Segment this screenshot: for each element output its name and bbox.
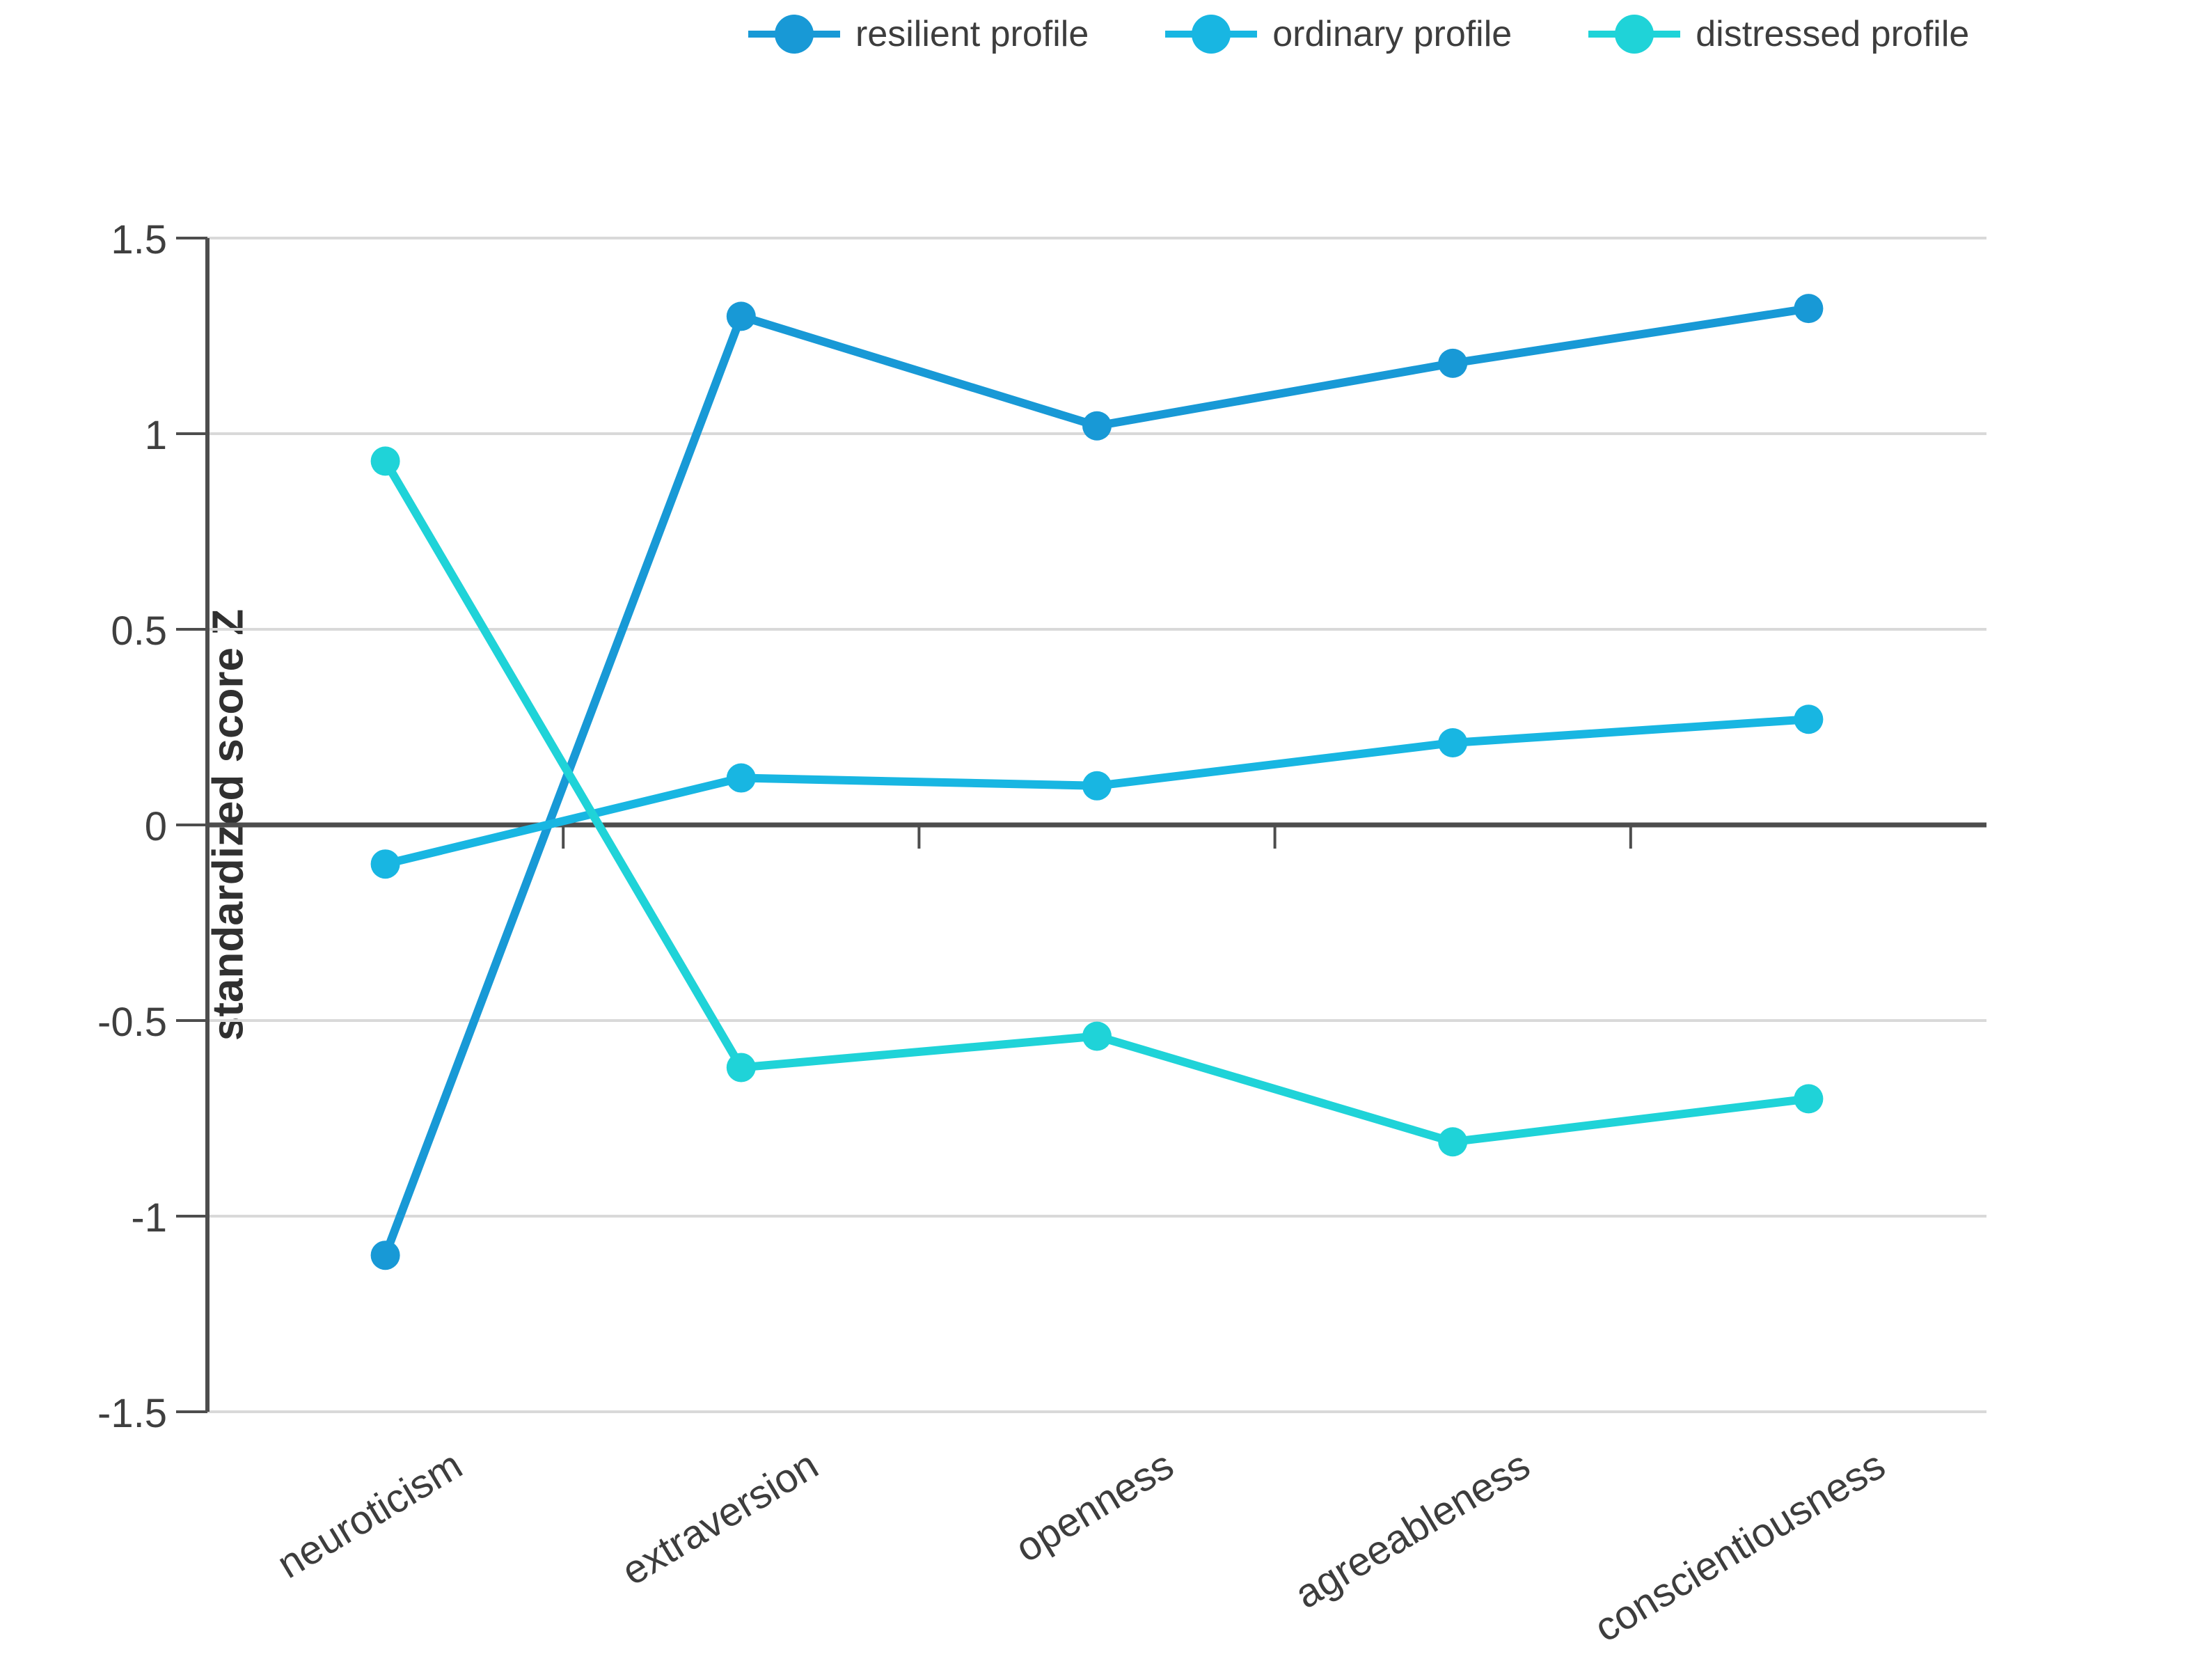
data-point	[370, 849, 400, 879]
data-point	[1082, 1021, 1112, 1051]
data-point	[726, 301, 756, 331]
y-tick-label: 1.5	[111, 217, 167, 262]
legend-item-ordinary-profile: ordinary profile	[1165, 11, 1512, 57]
data-point	[1438, 1127, 1468, 1157]
y-tick-label: 0	[144, 804, 167, 849]
legend-marker-icon	[748, 15, 840, 54]
legend-marker-icon	[1588, 15, 1681, 54]
legend-dot-icon	[1192, 15, 1231, 54]
y-tick-label: -1.5	[97, 1391, 167, 1436]
data-point	[1794, 1084, 1824, 1114]
legend-dot-icon	[775, 15, 814, 54]
data-point	[726, 1053, 756, 1082]
legend-item-resilient-profile: resilient profile	[748, 11, 1089, 57]
data-point	[1794, 294, 1824, 324]
legend-marker-icon	[1165, 15, 1258, 54]
legend-item-distressed-profile: distressed profile	[1588, 11, 1969, 57]
data-point	[1082, 411, 1112, 441]
y-tick-label: 0.5	[111, 608, 167, 654]
y-tick-label: 1	[144, 413, 167, 458]
legend-label: distressed profile	[1696, 14, 1970, 54]
data-point	[370, 1241, 400, 1270]
data-point	[1438, 727, 1468, 757]
y-tick-label: -1	[131, 1195, 167, 1241]
data-point	[370, 446, 400, 476]
data-point	[1438, 348, 1468, 378]
data-point	[726, 763, 756, 793]
legend: resilient profile ordinary profile distres…	[748, 11, 1969, 57]
y-tick-label: -0.5	[97, 1000, 167, 1045]
data-point	[1082, 771, 1112, 801]
legend-label: ordinary profile	[1272, 14, 1512, 54]
legend-label: resilient profile	[855, 14, 1089, 54]
legend-dot-icon	[1615, 15, 1654, 54]
data-point	[1794, 704, 1824, 734]
